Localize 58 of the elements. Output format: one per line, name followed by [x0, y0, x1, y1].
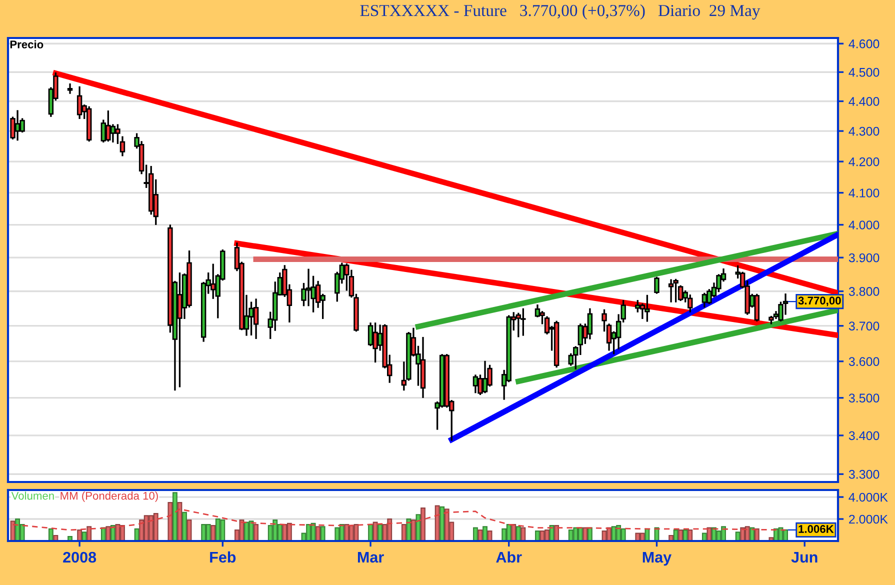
bar — [473, 527, 478, 541]
bar — [520, 527, 526, 541]
annotation: 3.770,00 — [798, 296, 841, 306]
y-tick-label: 4.100 — [848, 188, 880, 198]
y-tick-label: 3.800 — [848, 287, 880, 296]
bar — [210, 525, 216, 541]
bar — [535, 530, 540, 541]
candlestick — [654, 276, 660, 294]
bar — [678, 529, 684, 541]
bar — [406, 518, 412, 541]
bar — [77, 529, 82, 541]
bar — [334, 527, 340, 541]
bar — [410, 520, 416, 541]
bar — [482, 526, 488, 541]
bar — [168, 502, 173, 541]
y-tick-label: 4.200 — [848, 157, 880, 166]
y-tick-label: 3.300 — [848, 470, 880, 479]
bar — [378, 524, 383, 541]
bar — [368, 524, 373, 541]
bar — [420, 507, 426, 541]
bar — [106, 526, 111, 541]
y-tick-label: 3.400 — [848, 431, 880, 440]
bar — [316, 526, 321, 541]
candlestick — [67, 83, 73, 94]
x-tick-label: 2008 — [63, 552, 96, 563]
bar — [254, 524, 259, 541]
y-tick-label: 4.400 — [848, 97, 880, 106]
y-tick-label: 4.000 — [848, 220, 880, 230]
bar — [502, 528, 507, 541]
bar — [172, 492, 178, 541]
x-tick-label: Mar — [358, 552, 384, 563]
bar — [182, 512, 187, 541]
y-tick-label: 4.600 — [848, 39, 880, 48]
y-tick-label: 4.000K — [848, 492, 888, 502]
bar — [511, 524, 516, 541]
y-tick-label: 4.300 — [848, 126, 880, 136]
y-tick-label: 3.700 — [848, 322, 880, 330]
series-label: Volumen — [11, 492, 54, 500]
y-tick-label: 4.500 — [848, 68, 880, 77]
chart-title: ESTXXXXX - Future 3.770,00 (+0,37%) Diario 29 May — [360, 4, 760, 20]
y-tick-label: 3.600 — [848, 357, 880, 366]
x-tick-label: Feb — [210, 551, 236, 563]
x-tick-label: Abr — [496, 551, 522, 563]
y-tick-label: 2.000K — [849, 514, 888, 524]
y-tick-label: 3.500 — [848, 394, 880, 403]
series-label: MM (Ponderada 10) — [60, 492, 158, 502]
bar — [320, 526, 326, 541]
line-series — [12, 508, 786, 531]
y-tick-label: 3.900 — [848, 253, 880, 262]
y-axis-title: Precio — [10, 40, 44, 48]
bar — [688, 529, 693, 541]
annotation: 1.006K — [798, 525, 834, 533]
bar — [440, 506, 445, 541]
bar — [582, 527, 588, 541]
x-tick-label: May — [642, 552, 672, 566]
x-tick-label: Jun — [791, 552, 818, 563]
bar — [554, 525, 560, 541]
bar — [86, 526, 92, 541]
